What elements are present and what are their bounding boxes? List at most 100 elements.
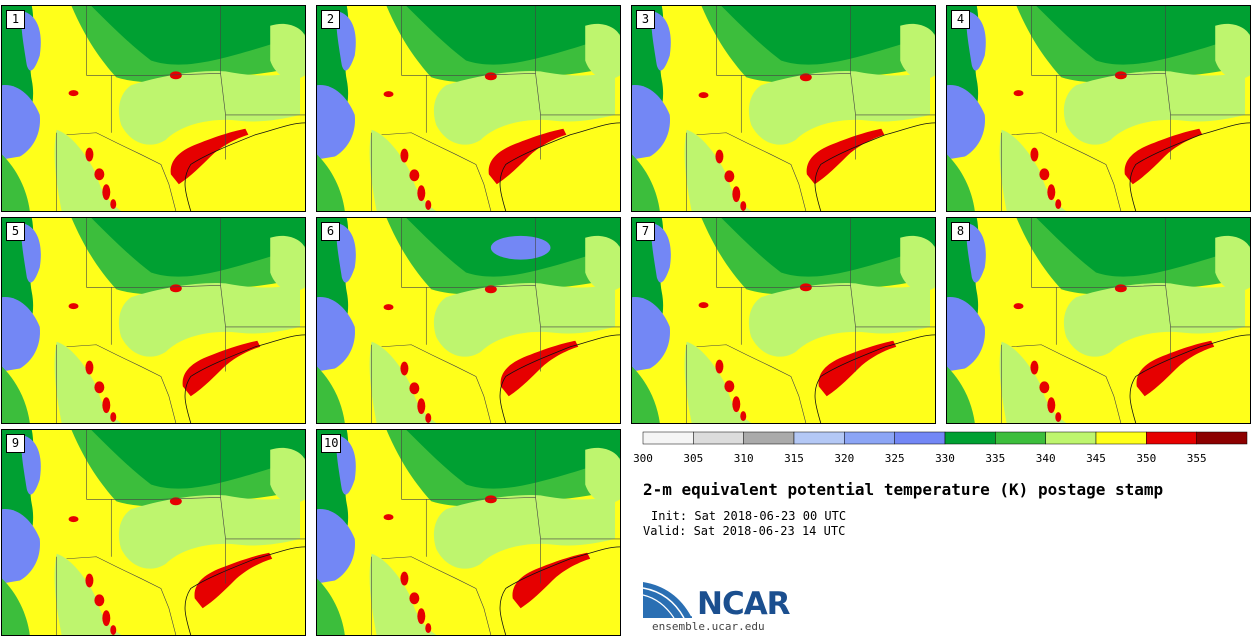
- field-350-355: [85, 147, 94, 162]
- field-350-355: [68, 516, 79, 523]
- field-335-340: [317, 366, 345, 423]
- field-350-355: [417, 608, 426, 625]
- member-panel: 6: [316, 217, 621, 424]
- field-map: [947, 218, 1250, 423]
- field-350-355: [740, 411, 747, 422]
- field-map: [317, 6, 620, 211]
- field-340-345: [54, 553, 122, 635]
- field-350-355: [68, 303, 79, 310]
- field-350-355: [1047, 184, 1056, 201]
- field-335-340: [386, 6, 620, 83]
- colorbar-segment: [995, 431, 1046, 445]
- field-335-340: [71, 6, 305, 83]
- field-350-355: [1013, 303, 1024, 310]
- field-340-345: [433, 282, 616, 357]
- field-350-355: [512, 552, 591, 609]
- field-335-340: [1016, 218, 1250, 295]
- field-350-355: [799, 73, 812, 82]
- field-350-355: [94, 381, 105, 394]
- field-350-355: [102, 610, 111, 627]
- field-350-355: [818, 340, 897, 397]
- field-350-355: [425, 623, 432, 634]
- member-panel: 10: [316, 429, 621, 636]
- field-340-345: [748, 70, 931, 145]
- field-350-355: [1124, 128, 1203, 185]
- field-350-355: [194, 552, 273, 609]
- colorbar-tick-label: 305: [683, 452, 703, 465]
- field-map: [2, 430, 305, 635]
- field-340-345: [585, 235, 620, 292]
- member-panel: 3: [631, 5, 936, 212]
- colorbar-tick-label: 330: [935, 452, 955, 465]
- member-number: 6: [321, 222, 340, 241]
- field-340-345: [118, 282, 301, 357]
- member-number: 7: [636, 222, 655, 241]
- colorbar-tick-label: 310: [734, 452, 754, 465]
- field-340-345: [1215, 235, 1250, 292]
- field-350-355: [425, 200, 432, 211]
- field-350-355: [1039, 168, 1050, 181]
- field-340-345: [270, 447, 305, 504]
- field-325-330: [21, 434, 41, 495]
- field-325-330: [336, 222, 356, 283]
- field-340-345: [684, 129, 752, 211]
- field-340-345: [433, 70, 616, 145]
- state-borders: [371, 218, 620, 423]
- field-325-330: [317, 509, 356, 584]
- field-340-345: [369, 341, 437, 423]
- field-map: [632, 218, 935, 423]
- field-340-345: [748, 282, 931, 357]
- field-350-355: [409, 382, 420, 395]
- field-350-355: [85, 360, 94, 375]
- field-340-345: [1063, 282, 1246, 357]
- colorbar-segment: [844, 431, 895, 445]
- field-350-355: [94, 168, 105, 181]
- field-350-355: [85, 573, 94, 588]
- colorbar-segment: [642, 431, 694, 445]
- member-panel: 2: [316, 5, 621, 212]
- field-350-355: [400, 148, 409, 163]
- field-350-355: [500, 340, 579, 397]
- state-borders: [1001, 218, 1250, 423]
- member-panel: 1: [1, 5, 306, 212]
- field-350-355: [102, 184, 111, 201]
- field-350-355: [1136, 340, 1215, 397]
- colorbar-tick-label: 300: [633, 452, 653, 465]
- field-map: [317, 430, 620, 635]
- field-340-345: [900, 235, 935, 292]
- field-335-340: [2, 578, 30, 635]
- field-350-355: [1114, 284, 1127, 293]
- field-350-355: [110, 412, 117, 423]
- field-335-340: [2, 154, 30, 211]
- field-350-355: [740, 201, 747, 211]
- colorbar-segment: [793, 431, 845, 445]
- site-url: ensemble.ucar.edu: [652, 620, 765, 633]
- field-335-340: [1016, 6, 1250, 83]
- member-number: 10: [321, 434, 342, 453]
- field-350-355: [1055, 199, 1062, 210]
- field-350-355: [383, 514, 394, 521]
- field-325-330: [947, 85, 986, 160]
- field-335-340: [71, 430, 305, 507]
- field-325-330: [317, 297, 356, 372]
- field-350-355: [1047, 397, 1056, 414]
- valid-time: Valid: Sat 2018-06-23 14 UTC: [643, 524, 846, 538]
- field-325-330: [947, 297, 986, 372]
- state-borders: [686, 6, 935, 211]
- field-350-355: [417, 398, 426, 415]
- field-340-345: [369, 553, 437, 635]
- field-325-330: [2, 85, 41, 160]
- member-panel: 9: [1, 429, 306, 636]
- colorbar-tick-label: 350: [1136, 452, 1156, 465]
- coastline: [499, 546, 620, 635]
- field-350-355: [1030, 147, 1039, 162]
- member-number: 5: [6, 222, 25, 241]
- field-350-355: [698, 302, 709, 309]
- field-350-355: [1055, 412, 1062, 423]
- coastline: [814, 122, 935, 211]
- coastline: [184, 546, 305, 635]
- field-350-355: [484, 495, 497, 504]
- field-map: [947, 6, 1250, 211]
- field-340-345: [270, 23, 305, 80]
- field-340-345: [684, 341, 752, 423]
